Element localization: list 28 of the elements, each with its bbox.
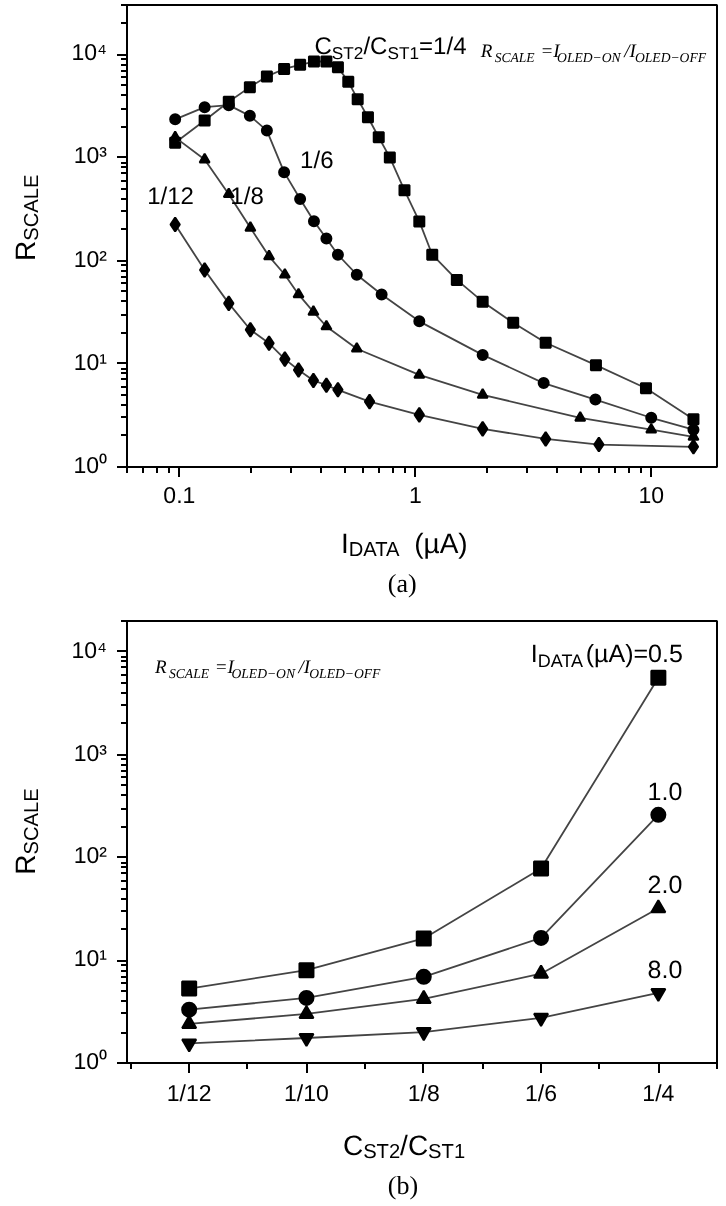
series-label: 1/6 bbox=[300, 146, 335, 175]
x-tick-label: 10 bbox=[638, 485, 665, 509]
x-tick-label: 1/12 bbox=[166, 1083, 212, 1107]
y-tick-label: 10⁴ bbox=[71, 639, 108, 664]
series-label: 1/8 bbox=[230, 181, 265, 210]
series-label: 1.0 bbox=[647, 777, 683, 806]
y-tick-label: 10³ bbox=[73, 145, 108, 170]
y-tick-label: 10³ bbox=[73, 742, 108, 767]
x-tick-label: 0.1 bbox=[163, 485, 196, 509]
legend-label: 1/12 bbox=[147, 182, 195, 211]
series-label: 8.0 bbox=[647, 955, 683, 984]
y-tick-label: 10¹ bbox=[73, 948, 108, 973]
text: (a) bbox=[387, 568, 417, 598]
x-tick-label: 1/4 bbox=[642, 1083, 676, 1107]
x-tick-label: 1/6 bbox=[525, 1083, 558, 1107]
y-tick-label: 10⁰ bbox=[73, 453, 108, 479]
text: RSCALE bbox=[9, 174, 45, 262]
x-tick-label: 1 bbox=[408, 485, 422, 509]
y-tick-label: 10² bbox=[73, 845, 108, 870]
x-tick-label: 1/8 bbox=[407, 1083, 440, 1107]
x-tick-label: 1/10 bbox=[284, 1083, 329, 1107]
y-tick-label: 10⁴ bbox=[71, 42, 108, 67]
text: (b) bbox=[387, 1170, 419, 1200]
y-tick-label: 10² bbox=[73, 248, 108, 273]
series-label: 2.0 bbox=[647, 871, 683, 900]
y-tick-label: 10¹ bbox=[73, 351, 108, 376]
y-tick-label: 10⁰ bbox=[73, 1049, 108, 1075]
y-axis-title: RSCALE bbox=[9, 787, 45, 875]
